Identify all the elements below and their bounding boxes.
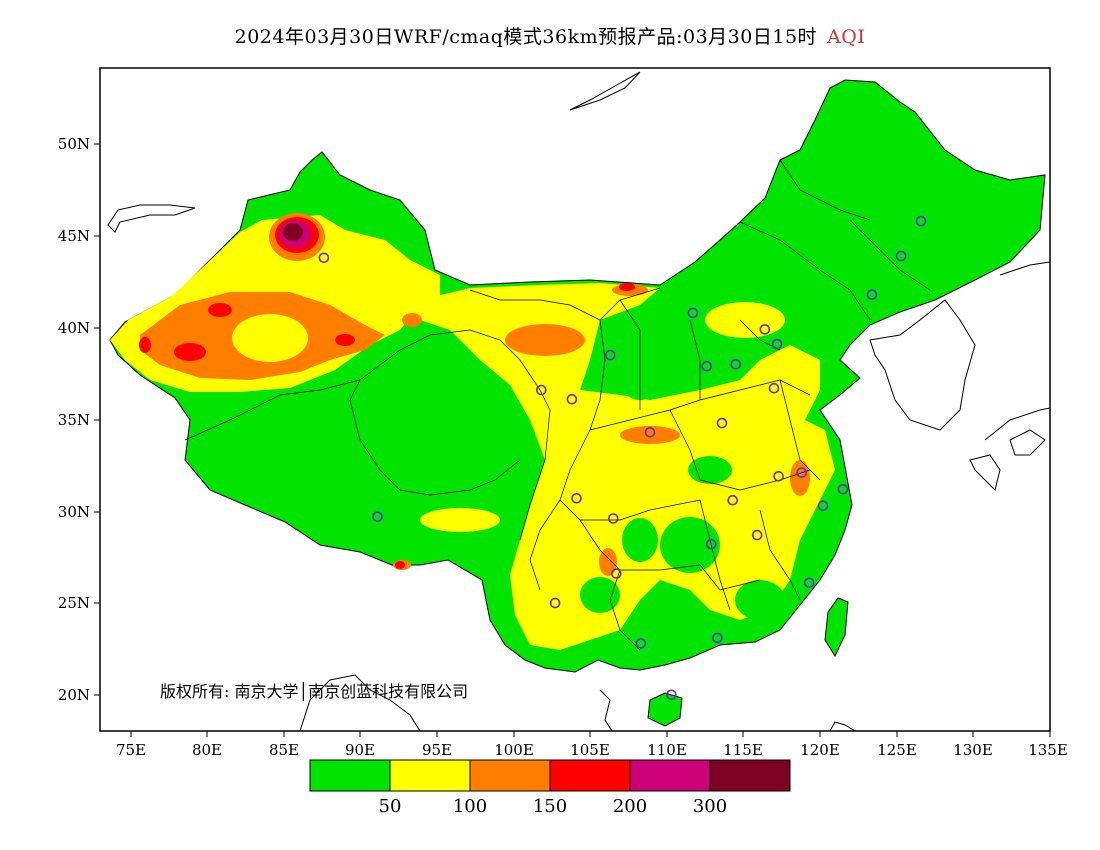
- station-marker: [549, 597, 561, 609]
- map-title: 2024年03月30日WRF/cmaq模式36km预报产品:03月30日15时 A…: [0, 22, 1100, 49]
- station-marker: [610, 568, 622, 579]
- legend-swatch-unhealthy: [550, 760, 630, 791]
- lon-label: 135E: [1028, 741, 1068, 759]
- lat-axis: 50N 45N 40N 35N 30N 25N 20N: [58, 135, 100, 704]
- aqi-hazardous-zone: [283, 223, 303, 241]
- lat-label: 30N: [58, 503, 90, 521]
- station-marker: [635, 638, 647, 649]
- copyright-text: 版权所有: 南京大学│南京创蓝科技有限公司: [160, 681, 468, 701]
- station-marker: [604, 349, 616, 361]
- station-marker: [759, 324, 771, 335]
- lat-label: 35N: [58, 411, 90, 429]
- lon-label: 105E: [570, 741, 610, 759]
- station-marker: [915, 215, 927, 227]
- legend-threshold: 150: [533, 796, 567, 817]
- taiwan-island: [824, 597, 849, 658]
- station-marker: [318, 252, 330, 264]
- legend-threshold: 50: [379, 796, 402, 817]
- station-marker: [751, 529, 763, 541]
- legend-swatch-very-unhealthy: [630, 760, 710, 791]
- station-marker: [607, 513, 619, 524]
- lon-label: 120E: [800, 741, 840, 759]
- station-marker: [372, 511, 383, 523]
- station-marker: [644, 426, 656, 438]
- lat-label: 20N: [58, 686, 90, 704]
- lon-label: 85E: [269, 741, 299, 759]
- station-marker: [705, 538, 717, 550]
- lon-label: 110E: [647, 741, 687, 759]
- station-marker: [771, 338, 783, 350]
- legend-swatch-sensitive: [470, 760, 550, 791]
- station-marker: [730, 358, 742, 370]
- station-marker: [701, 360, 713, 372]
- station-marker: [727, 494, 739, 506]
- station-marker: [817, 500, 829, 512]
- legend-swatch-hazardous: [710, 760, 790, 791]
- aqi-legend: 50 100 150 200 300: [309, 759, 791, 817]
- station-marker: [666, 689, 677, 701]
- neighbor-coastlines: [107, 71, 1050, 731]
- station-marker: [837, 483, 849, 495]
- station-marker: [866, 289, 878, 300]
- province-boundaries: [184, 159, 931, 651]
- lon-label: 130E: [953, 741, 993, 759]
- lon-label: 115E: [723, 741, 763, 759]
- lon-label: 95E: [422, 741, 452, 759]
- station-marker: [796, 467, 807, 478]
- legend-swatch-good: [310, 760, 390, 791]
- station-marker: [566, 393, 578, 405]
- station-marker: [571, 492, 582, 504]
- station-marker: [768, 382, 780, 394]
- hainan-island: [647, 692, 683, 727]
- lat-label: 25N: [58, 594, 90, 612]
- station-markers: [318, 215, 927, 701]
- legend-threshold: 200: [613, 796, 647, 817]
- station-marker: [712, 632, 723, 644]
- lon-label: 100E: [494, 741, 534, 759]
- station-marker: [687, 307, 699, 319]
- station-marker: [803, 577, 815, 589]
- map-plot-area: [107, 71, 1050, 731]
- lon-label: 90E: [345, 741, 375, 759]
- lat-label: 50N: [58, 135, 90, 153]
- plot-frame: [99, 67, 1051, 732]
- lon-axis: 75E 80E 85E 90E 95E 100E 105E 110E 115E …: [116, 731, 1068, 759]
- lon-label: 80E: [192, 741, 222, 759]
- station-marker: [716, 417, 728, 429]
- aqi-good-patches: [580, 320, 785, 620]
- legend-threshold: 100: [453, 796, 487, 817]
- lat-label: 45N: [58, 227, 90, 245]
- aqi-moderate-core: [232, 314, 308, 362]
- station-marker: [895, 250, 907, 262]
- title-main: 2024年03月30日WRF/cmaq模式36km预报产品:03月30日15时: [234, 26, 818, 48]
- legend-threshold: 300: [693, 796, 727, 817]
- station-marker: [773, 470, 784, 482]
- station-marker: [535, 384, 547, 396]
- lon-label: 125E: [877, 741, 917, 759]
- lat-label: 40N: [58, 319, 90, 337]
- legend-swatch-moderate: [390, 760, 470, 791]
- lon-label: 75E: [116, 741, 146, 759]
- title-product: AQI: [827, 26, 866, 48]
